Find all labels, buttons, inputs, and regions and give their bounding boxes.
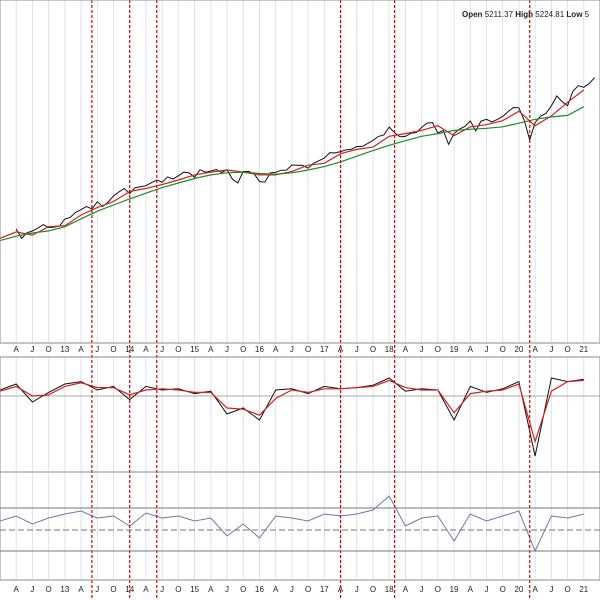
series-line [0, 495, 584, 553]
x-tick-label: 13 [60, 585, 69, 594]
x-tick-label: O [500, 345, 506, 354]
x-tick-label: 18 [385, 345, 394, 354]
x-tick-label: O [435, 585, 441, 594]
x-tick-label: 19 [450, 345, 459, 354]
x-tick-label: 20 [514, 585, 523, 594]
x-tick-label: O [370, 585, 376, 594]
series-line [0, 377, 584, 457]
rsi-panel-frame [0, 471, 600, 581]
x-tick-label: 16 [255, 345, 264, 354]
x-tick-label: 16 [255, 585, 264, 594]
x-tick-label: A [532, 345, 538, 354]
low-value: 5 [585, 10, 590, 19]
x-tick-label: J [95, 585, 99, 594]
x-tick-label: 15 [190, 585, 199, 594]
x-tick-label: J [290, 345, 294, 354]
x-tick-label: A [14, 585, 20, 594]
x-tick-label: O [370, 345, 376, 354]
header: Open 5211.37 High 5224.81 Low 5 [462, 10, 590, 19]
x-tick-label: 18 [385, 585, 394, 594]
x-tick-label: A [468, 345, 474, 354]
x-tick-label: A [143, 585, 149, 594]
x-tick-label: A [78, 585, 84, 594]
x-tick-label: J [355, 345, 359, 354]
x-tick-label: A [403, 585, 409, 594]
x-tick-label: J [420, 585, 424, 594]
x-tick-label: J [549, 345, 553, 354]
x-tick-label: O [564, 585, 570, 594]
x-tick-label: 21 [579, 345, 588, 354]
x-tick-label: J [30, 585, 34, 594]
x-tick-label: O [175, 345, 181, 354]
x-tick-label: J [95, 345, 99, 354]
high-label: High [515, 10, 533, 19]
x-tick-label: J [484, 585, 488, 594]
x-tick-label: 19 [450, 585, 459, 594]
x-tick-label: A [338, 345, 344, 354]
x-tick-label: 13 [60, 345, 69, 354]
x-tick-label: A [532, 585, 538, 594]
x-tick-label: O [564, 345, 570, 354]
x-tick-label: O [305, 345, 311, 354]
x-tick-label: A [14, 345, 20, 354]
low-label: Low [566, 10, 583, 19]
x-tick-label: 17 [320, 345, 329, 354]
x-tick-label: J [355, 585, 359, 594]
x-tick-label: A [338, 585, 344, 594]
x-tick-label: O [46, 585, 52, 594]
x-tick-label: 14 [125, 345, 134, 354]
series-line [0, 89, 585, 239]
high-value: 5224.81 [535, 10, 564, 19]
x-tick-label: O [175, 585, 181, 594]
x-tick-label: 14 [125, 585, 134, 594]
series-line [0, 379, 584, 444]
x-tick-label: O [110, 585, 116, 594]
x-tick-label: A [208, 585, 214, 594]
x-tick-label: A [208, 345, 214, 354]
x-tick-label: J [30, 345, 34, 354]
x-tick-label: O [435, 345, 441, 354]
x-tick-label: O [110, 345, 116, 354]
x-tick-label: O [500, 585, 506, 594]
x-tick-label: J [225, 585, 229, 594]
x-tick-label: A [143, 345, 149, 354]
x-tick-label: J [420, 345, 424, 354]
x-tick-label: J [225, 345, 229, 354]
x-tick-label: O [240, 585, 246, 594]
price-panel-frame [0, 0, 600, 344]
x-tick-label: J [160, 585, 164, 594]
x-tick-label: O [305, 585, 311, 594]
x-tick-label: 21 [579, 585, 588, 594]
x-tick-label: J [290, 585, 294, 594]
x-tick-label: 17 [320, 585, 329, 594]
open-value: 5211.37 [485, 10, 514, 19]
x-tick-label: J [484, 345, 488, 354]
x-tick-label: J [160, 345, 164, 354]
x-tick-label: A [468, 585, 474, 594]
x-tick-label: O [240, 345, 246, 354]
x-tick-label: J [549, 585, 553, 594]
x-tick-label: A [273, 585, 279, 594]
series-line [0, 106, 585, 242]
x-tick-label: 20 [514, 345, 523, 354]
x-tick-label: A [403, 345, 409, 354]
x-tick-label: 15 [190, 345, 199, 354]
open-label: Open [462, 10, 483, 19]
x-tick-label: O [46, 345, 52, 354]
x-tick-label: A [78, 345, 84, 354]
x-tick-label: A [273, 345, 279, 354]
